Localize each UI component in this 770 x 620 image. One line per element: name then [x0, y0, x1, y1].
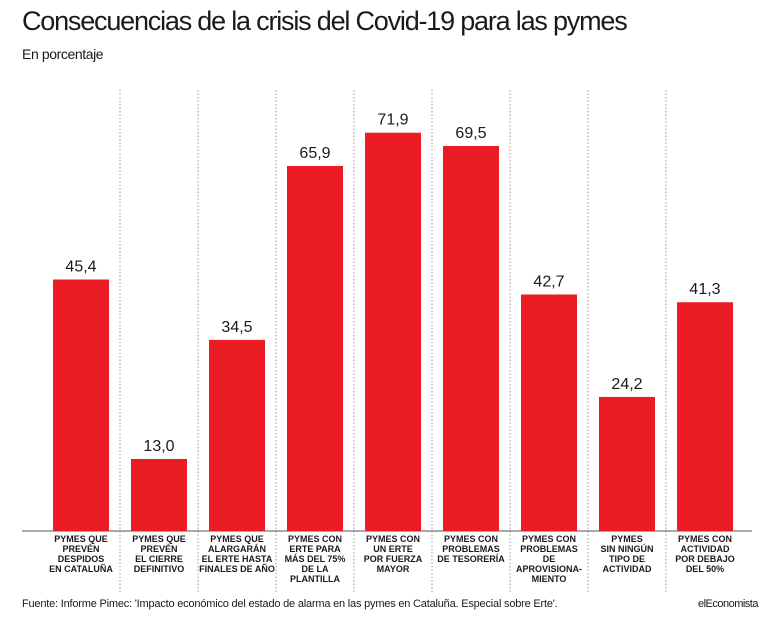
chart-title: Consecuencias de la crisis del Covid-19 …	[22, 6, 628, 36]
bar	[521, 294, 577, 531]
source-note: Fuente: Informe Pimec: 'Impacto económic…	[22, 598, 558, 610]
bar	[443, 146, 499, 531]
value-label: 65,9	[299, 145, 330, 162]
chart-subtitle: En porcentaje	[22, 46, 104, 62]
value-label: 45,4	[65, 259, 96, 276]
category-label: PYMES CON	[366, 534, 420, 544]
category-label: PYMES CON	[444, 534, 498, 544]
value-label: 42,7	[533, 273, 564, 290]
category-label: EL ERTE HASTA	[202, 554, 273, 564]
category-label: MÁS DEL 75%	[285, 554, 346, 564]
bar	[53, 279, 109, 531]
bar	[677, 302, 733, 531]
category-label: FINALES DE AÑO	[199, 564, 275, 574]
bar	[131, 458, 187, 531]
category-label: DE TESORERÍA	[437, 554, 505, 564]
category-label: DE LA	[302, 564, 330, 574]
bar	[209, 339, 265, 531]
category-label: ACTIVIDAD	[603, 564, 652, 574]
category-label: PYMES CON	[678, 534, 732, 544]
category-label: PYMES	[611, 534, 643, 544]
category-label: PYMES CON	[288, 534, 342, 544]
category-label: PLANTILLA	[290, 574, 340, 584]
category-label: EN CATALUÑA	[49, 564, 113, 574]
category-label: TIPO DE	[609, 554, 645, 564]
category-label: POR DEBAJO	[675, 554, 735, 564]
value-label: 24,2	[611, 376, 642, 393]
category-label: UN ERTE	[373, 544, 413, 554]
category-label: EL CIERRE	[135, 554, 183, 564]
bar	[599, 396, 655, 531]
category-label: PREVÉN	[62, 544, 99, 554]
category-label: DE	[543, 554, 556, 564]
category-label: PROBLEMAS	[442, 544, 500, 554]
category-label: MIENTO	[532, 574, 567, 584]
value-label: 69,5	[455, 125, 486, 142]
category-label: APROVISIONA-	[516, 564, 582, 574]
category-label: POR FUERZA	[364, 554, 423, 564]
category-label: DEFINITIVO	[134, 564, 185, 574]
category-label: ALARGARÁN	[208, 544, 266, 554]
category-label: PYMES CON	[522, 534, 576, 544]
category-label: DESPIDOS	[58, 554, 105, 564]
bar	[365, 132, 421, 531]
category-label: PREVÉN	[140, 544, 177, 554]
category-label: PROBLEMAS	[520, 544, 578, 554]
category-label: SIN NINGÚN	[600, 543, 653, 554]
category-label: DEL 50%	[686, 564, 724, 574]
category-label: MAYOR	[377, 564, 410, 574]
category-label: ERTE PARA	[289, 544, 341, 554]
category-label: PYMES QUE	[132, 534, 186, 544]
category-label: PYMES QUE	[54, 534, 108, 544]
brand-logo: elEconomista	[697, 598, 759, 610]
value-label: 34,5	[221, 319, 252, 336]
category-label: ACTIVIDAD	[681, 544, 730, 554]
value-label: 13,0	[143, 438, 174, 455]
value-label: 41,3	[689, 281, 720, 298]
category-label: PYMES QUE	[210, 534, 264, 544]
bar	[287, 165, 343, 532]
value-label: 71,9	[377, 112, 408, 129]
